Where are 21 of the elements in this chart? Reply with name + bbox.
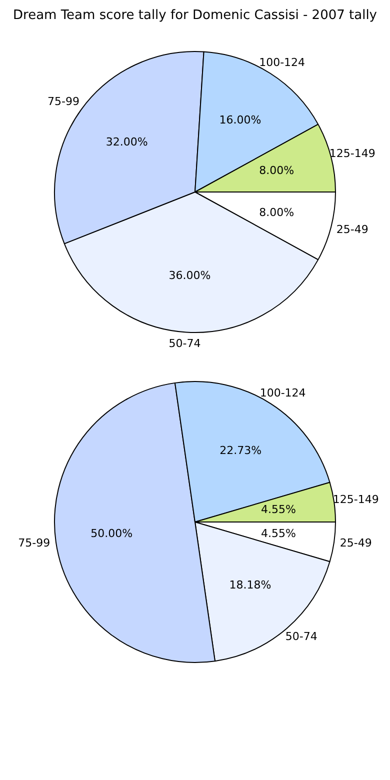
slice-label: 75-99 (18, 536, 50, 550)
slice-label: 100-124 (259, 56, 306, 70)
slice-label: 125-149 (329, 146, 376, 160)
chart-title: Dream Team score tally for Domenic Cassisi - 2007 tally (12, 8, 378, 23)
slice-label: 50-74 (168, 337, 201, 350)
slice-label: 125-149 (332, 493, 379, 506)
data-label: 36.00% (168, 268, 211, 282)
data-label: 8.00% (259, 164, 294, 177)
slice-label: 75-99 (48, 95, 80, 108)
data-label: 8.00% (259, 206, 294, 219)
data-label: 32.00% (106, 135, 148, 148)
data-label: 50.00% (90, 526, 133, 540)
data-label: 16.00% (219, 114, 262, 127)
slice-label: 50-74 (285, 630, 318, 644)
slice-label: 100-124 (260, 386, 306, 400)
slice-label: 25-49 (340, 536, 372, 550)
data-label: 4.55% (260, 502, 296, 516)
data-label: 18.18% (229, 578, 272, 592)
slice-label: 25-49 (336, 222, 368, 236)
data-label: 22.73% (220, 444, 262, 457)
data-label: 4.55% (260, 526, 296, 540)
